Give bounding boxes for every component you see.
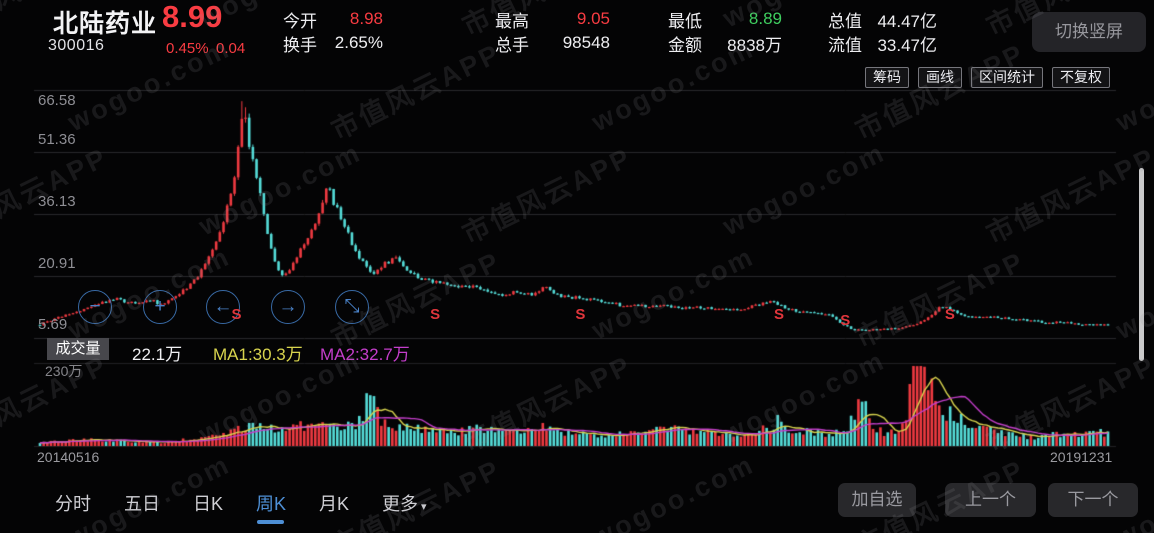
next-stock-button[interactable]: 下一个	[1048, 483, 1138, 517]
high-label: 最高	[495, 11, 529, 31]
amount-value: 8838万	[727, 35, 782, 55]
y-tick: 66.58	[38, 92, 76, 109]
high-value: 9.05	[576, 9, 610, 28]
tab-intraday[interactable]: 分时	[55, 494, 91, 514]
sell-marker: S	[840, 312, 851, 329]
quote-col-low-amount: 最低 8.89 金额 8838万	[668, 7, 782, 55]
diagonal-scale-icon: ⤡	[344, 296, 360, 317]
turnover-value: 2.65%	[334, 33, 383, 52]
y-tick: 20.91	[38, 255, 76, 272]
draw-line-button[interactable]: 画线	[918, 67, 962, 88]
quote-col-open-turnover: 今开 8.98 换手 2.65%	[283, 7, 383, 55]
y-tick: 5.69	[38, 316, 68, 333]
volume-value: 22.1万	[132, 345, 183, 364]
tab-weekly-k[interactable]: 周K	[256, 490, 286, 524]
open-label: 今开	[283, 11, 317, 31]
sell-marker: S	[575, 306, 586, 323]
quote-col-caps: 总值 44.47亿 流值 33.47亿	[828, 7, 937, 55]
turnover-label: 换手	[283, 35, 317, 55]
scroll-indicator[interactable]	[1139, 168, 1144, 361]
no-adjust-button[interactable]: 不复权	[1052, 67, 1110, 88]
chevron-down-icon: ▾	[421, 501, 427, 513]
pan-right-button[interactable]: →	[271, 290, 305, 324]
plus-icon: +	[154, 296, 166, 317]
previous-stock-button[interactable]: 上一个	[945, 483, 1036, 517]
tab-monthly-k[interactable]: 月K	[319, 494, 350, 514]
total-lots-value: 98548	[562, 33, 610, 52]
y-tick: 36.13	[38, 193, 76, 210]
sell-marker: S	[774, 306, 785, 323]
total-lots-label: 总手	[495, 35, 529, 55]
quote-col-high-lots: 最高 9.05 总手 98548	[495, 7, 610, 55]
pan-left-button[interactable]: ←	[206, 290, 240, 324]
low-label: 最低	[668, 11, 702, 31]
sell-marker: S	[944, 306, 955, 323]
volume-ma2-value: MA2:32.7万	[320, 345, 410, 364]
arrow-left-icon: ←	[213, 296, 233, 317]
sell-marker: S	[430, 306, 441, 323]
arrow-right-icon: →	[278, 296, 298, 317]
switch-portrait-button[interactable]: 切换竖屏	[1032, 12, 1146, 52]
total-cap-value: 44.47亿	[877, 11, 937, 31]
float-cap-label: 流值	[828, 35, 862, 55]
start-date-label: 20140516	[37, 449, 100, 465]
change-amount: 0.04	[216, 40, 246, 57]
volume-scale-max: 230万	[45, 363, 83, 379]
tab-five-day[interactable]: 五日	[124, 494, 160, 514]
volume-indicator-button[interactable]: 成交量	[47, 338, 109, 360]
end-date-label: 20191231	[1050, 449, 1113, 465]
zoom-out-button[interactable]: −	[78, 290, 112, 324]
total-cap-label: 总值	[828, 11, 862, 31]
amount-label: 金额	[668, 35, 702, 55]
stock-name: 北陆药业	[53, 10, 158, 38]
minus-icon: −	[89, 296, 101, 317]
tab-daily-k[interactable]: 日K	[193, 494, 224, 514]
active-tab-underline	[257, 520, 285, 524]
zoom-in-button[interactable]: +	[143, 290, 177, 324]
sell-marker: S	[231, 306, 242, 323]
period-tabbar: 分时 五日 日K 周K 月K 更多 ▾	[55, 490, 427, 524]
chart-toolbar: 筹码 画线 区间统计 不复权	[865, 67, 1110, 88]
low-value: 8.89	[748, 9, 782, 28]
float-cap-value: 33.47亿	[877, 35, 937, 55]
open-value: 8.98	[349, 9, 383, 28]
scale-mode-button[interactable]: ⤡	[335, 290, 369, 324]
chip-distribution-button[interactable]: 筹码	[865, 67, 909, 88]
current-price: 8.99	[162, 0, 223, 34]
add-watchlist-button[interactable]: 加自选	[838, 483, 916, 517]
interval-stats-button[interactable]: 区间统计	[971, 67, 1043, 88]
y-tick: 51.36	[38, 131, 76, 148]
volume-ma1-value: MA1:30.3万	[213, 345, 303, 364]
tab-more[interactable]: 更多 ▾	[382, 494, 427, 514]
change-percent: 0.45%	[166, 40, 209, 57]
stock-code: 300016	[48, 37, 105, 54]
